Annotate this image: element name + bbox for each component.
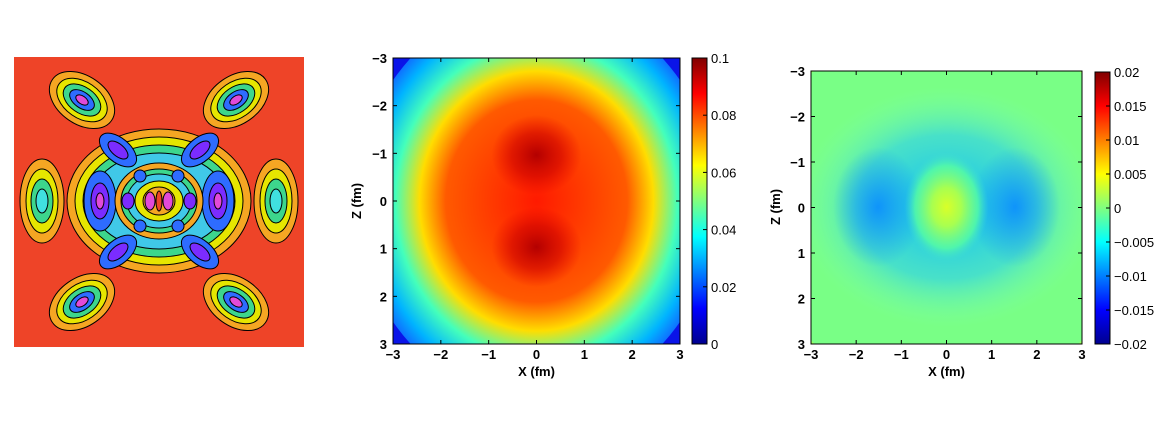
- middle-heatmap-panel: −3 −2 −1 0 1 2 3 −3 −2 −1 0 1 2 3 X (fm) Z (fm) 0.1 0…: [349, 51, 736, 379]
- middle-colorbar-tick-label: 0.1: [711, 51, 729, 66]
- right-colorbar-tick-label: 0.02: [1114, 65, 1139, 80]
- middle-colorbar-tick-label: 0: [711, 337, 718, 352]
- right-x-tick-label: 2: [1033, 347, 1040, 362]
- right-x-tick-label: −3: [804, 347, 819, 362]
- right-heatmap-panel: −3 −2 −1 0 1 2 3 −3 −2 −1 0 1 2 3 X (fm) Z (fm) 0.02…: [768, 64, 1154, 379]
- right-y-tick-label: 1: [798, 246, 805, 261]
- middle-colorbar: [691, 57, 708, 345]
- middle-colorbar-tick-label: 0.04: [711, 223, 736, 238]
- right-x-tick-label: 3: [1078, 347, 1085, 362]
- middle-colorbar-tick-label: 0.02: [711, 280, 736, 295]
- middle-x-tick-label: 3: [676, 347, 683, 362]
- right-colorbar-tick-label: 0.01: [1114, 133, 1139, 148]
- right-x-tick-label: 0: [943, 347, 950, 362]
- right-y-tick-label: 0: [798, 201, 805, 216]
- right-colorbar-tick-label: 0: [1114, 201, 1121, 216]
- middle-y-tick-label: −3: [372, 51, 387, 66]
- middle-y-tick-label: 2: [380, 289, 387, 304]
- middle-x-tick-label: −2: [433, 347, 448, 362]
- right-y-tick-label: −2: [790, 110, 805, 125]
- middle-y-tick-label: −1: [372, 146, 387, 161]
- middle-x-tick-label: 2: [629, 347, 636, 362]
- middle-x-axis-label: X (fm): [518, 364, 555, 379]
- right-colorbar-tick-label: 0.015: [1114, 99, 1147, 114]
- right-y-tick-label: 3: [798, 337, 805, 352]
- right-x-tick-label: 1: [988, 347, 995, 362]
- right-y-tick-label: −3: [790, 64, 805, 79]
- right-y-tick-label: 2: [798, 292, 805, 307]
- right-x-tick-label: −2: [849, 347, 864, 362]
- middle-y-tick-label: 1: [380, 242, 387, 257]
- left-contour-lobes: [19, 70, 299, 332]
- middle-colorbar-tick-label: 0.08: [711, 108, 736, 123]
- right-colorbar-tick-label: −0.015: [1114, 303, 1154, 318]
- middle-y-tick-label: 0: [380, 194, 387, 209]
- middle-x-tick-label: −3: [386, 347, 401, 362]
- right-colorbar-tick-label: −0.01: [1114, 269, 1147, 284]
- middle-x-tick-label: −1: [481, 347, 496, 362]
- right-colorbar-tick-label: −0.005: [1114, 235, 1154, 250]
- right-x-axis-label: X (fm): [928, 364, 965, 379]
- left-contour-panel: [14, 57, 304, 347]
- right-y-tick-label: −1: [790, 155, 805, 170]
- middle-y-axis-label: Z (fm): [349, 183, 364, 219]
- right-heatmap-field: [811, 71, 1082, 344]
- right-x-tick-label: −1: [894, 347, 909, 362]
- right-colorbar-tick-label: −0.02: [1114, 337, 1147, 352]
- middle-x-tick-label: 0: [533, 347, 540, 362]
- middle-colorbar-tick-label: 0.06: [711, 165, 736, 180]
- middle-y-tick-label: −2: [372, 99, 387, 114]
- middle-x-tick-label: 1: [581, 347, 588, 362]
- middle-y-tick-label: 3: [380, 337, 387, 352]
- right-colorbar-tick-label: 0.005: [1114, 167, 1147, 182]
- middle-heatmap-field: [393, 58, 680, 344]
- right-y-axis-label: Z (fm): [768, 189, 783, 225]
